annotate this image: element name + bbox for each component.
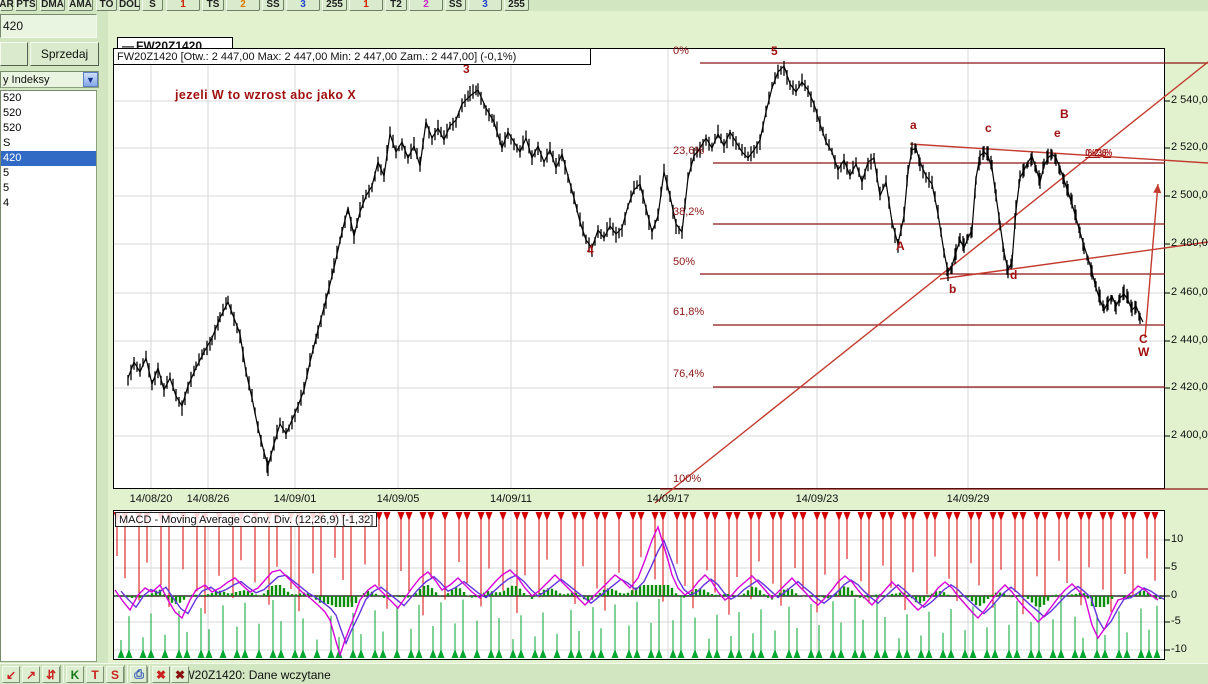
instrument-group-dropdown[interactable]: y Indeksy ▼: [0, 71, 99, 88]
price-axis-label: 2 440,00: [1171, 334, 1208, 346]
fib-label-76,4%: 76,4%: [673, 368, 705, 380]
wave-label-e: e: [1054, 126, 1061, 140]
wave-label-d: d: [1010, 268, 1018, 282]
toolbar-button-TO[interactable]: TO: [96, 0, 117, 11]
printer-icon[interactable]: ⎙: [130, 666, 148, 683]
macd-axis-label: -10: [1171, 643, 1187, 655]
order-sidebar: 420 Sprzedaj y Indeksy ▼ 520 520 520 S 420 5 5…: [0, 11, 100, 663]
toolbar-button-255[interactable]: 255: [322, 0, 347, 11]
price-axis-label: 2 420,00: [1171, 381, 1208, 393]
wave-label-C: C: [1139, 332, 1148, 346]
wave-label-B: B: [1060, 107, 1069, 121]
wave-label-a: a: [910, 118, 917, 132]
macd-axis-label: 10: [1171, 533, 1184, 545]
macd-axis-label: -5: [1171, 615, 1181, 627]
macd-header: MACD - Moving Average Conv. Div. (12,26,…: [115, 512, 378, 527]
instrument-list-item[interactable]: 5: [3, 167, 10, 179]
instrument-list-item[interactable]: S: [3, 137, 11, 149]
date-axis-label: 14/09/11: [489, 493, 533, 505]
instrument-list[interactable]: 520 520 520 S 420 5 5 4: [0, 90, 97, 662]
date-axis-label: 14/09/17: [646, 493, 690, 505]
arrow-down-left-icon[interactable]: ↙: [2, 666, 20, 683]
toolbar-button-3[interactable]: 3: [468, 0, 502, 11]
letter-s-icon[interactable]: S: [106, 666, 124, 683]
toolbar-button-T2[interactable]: T2: [385, 0, 407, 11]
instrument-list-item[interactable]: 4: [3, 197, 10, 209]
date-axis-label: 14/09/23: [795, 493, 839, 505]
toolbar-button-AMA[interactable]: AMA: [68, 0, 93, 11]
statusbar-divider-0: [60, 665, 64, 683]
instrument-list-item[interactable]: 420: [1, 151, 96, 166]
delete-icon[interactable]: ✖: [152, 666, 170, 683]
letter-k-icon[interactable]: K: [66, 666, 84, 683]
buy-button[interactable]: [0, 42, 28, 66]
wave-label-W: W: [1138, 345, 1150, 359]
toolbar-button-3[interactable]: 3: [286, 0, 320, 11]
overlapped-fib-label: 0%23,6%: [1085, 148, 1112, 159]
macd-plot[interactable]: [113, 510, 1165, 660]
sell-button[interactable]: Sprzedaj: [30, 42, 99, 66]
top-toolbar: AR PTS DMA AMA TO DOL S 1 TS 2 SS 3 255 1 T2 2 SS 3 255: [0, 0, 1208, 11]
instrument-group-value: y Indeksy: [3, 73, 50, 86]
toolbar-button-1[interactable]: 1: [349, 0, 383, 11]
fib-label-61,8%: 61,8%: [673, 306, 705, 318]
instrument-list-item[interactable]: 520: [3, 122, 22, 134]
instrument-list-item[interactable]: 5: [3, 182, 10, 194]
elliott-annotation-text: jezeli W to wzrost abc jako X: [175, 88, 357, 102]
toolbar-button-255[interactable]: 255: [504, 0, 529, 11]
fib-label-23,6%: 23,6%: [673, 145, 705, 157]
toolbar-button-DMA[interactable]: DMA: [40, 0, 65, 11]
wave-label-c: c: [985, 121, 992, 135]
fib-label-100%: 100%: [673, 473, 702, 485]
ohlc-readout: FW20Z1420 [Otw.: 2 447,00 Max: 2 447,00 …: [113, 48, 591, 65]
main-price-plot[interactable]: [113, 48, 1165, 489]
toolbar-button-2[interactable]: 2: [226, 0, 260, 11]
macd-axis-label: 0: [1171, 589, 1178, 601]
price-axis-label: 2 520,00: [1171, 141, 1208, 153]
date-axis-label: 14/08/26: [186, 493, 230, 505]
fib-label-38,2%: 38,2%: [673, 206, 705, 218]
price-axis-label: 2 480,00: [1171, 237, 1208, 249]
instrument-list-item[interactable]: 520: [3, 107, 22, 119]
fib-label-0%: 0%: [673, 45, 689, 57]
toolbar-button-S[interactable]: S: [142, 0, 163, 11]
price-axis-label: 2 540,00: [1171, 94, 1208, 106]
wave-label-A: A: [896, 239, 905, 253]
date-axis-label: 14/09/29: [946, 493, 990, 505]
fib-label-50%: 50%: [673, 256, 696, 268]
date-axis-label: 14/09/01: [273, 493, 317, 505]
toolbar-button-PTS[interactable]: PTS: [15, 0, 37, 11]
status-bar: FW20Z1420: Dane wczytane ↙ ↗ ⇵ K T S ⎙ ✖ ✖: [0, 663, 1208, 684]
toolbar-button-TS[interactable]: TS: [202, 0, 224, 11]
macd-axis-label: 5: [1171, 561, 1178, 573]
delete-all-icon[interactable]: ✖: [171, 666, 189, 683]
statusbar-divider-1: [124, 665, 128, 683]
price-axis-label: 2 400,00: [1171, 429, 1208, 441]
wave-label-5: 5: [771, 44, 778, 58]
toolbar-button-2[interactable]: 2: [409, 0, 443, 11]
symbol-field[interactable]: 420: [0, 14, 97, 38]
wave-label-b: b: [949, 282, 957, 296]
swap-arrows-icon[interactable]: ⇵: [42, 666, 60, 683]
statusbar-divider-2: [146, 665, 150, 683]
letter-t-icon[interactable]: T: [86, 666, 104, 683]
arrow-up-right-icon[interactable]: ↗: [22, 666, 40, 683]
price-axis-label: 2 500,00: [1171, 189, 1208, 201]
status-text: FW20Z1420: Dane wczytane: [176, 668, 331, 682]
toolbar-button-AR[interactable]: AR: [0, 0, 14, 11]
toolbar-button-SS[interactable]: SS: [445, 0, 466, 11]
date-axis-label: 14/09/05: [376, 493, 420, 505]
instrument-list-item[interactable]: 520: [3, 92, 22, 104]
toolbar-button-1[interactable]: 1: [166, 0, 200, 11]
wave-label-4: 4: [587, 243, 594, 257]
toolbar-button-DOL[interactable]: DOL: [119, 0, 140, 11]
toolbar-button-SS[interactable]: SS: [262, 0, 284, 11]
date-axis-label: 14/08/20: [129, 493, 173, 505]
chevron-down-icon[interactable]: ▼: [83, 72, 98, 87]
price-axis-label: 2 460,00: [1171, 286, 1208, 298]
